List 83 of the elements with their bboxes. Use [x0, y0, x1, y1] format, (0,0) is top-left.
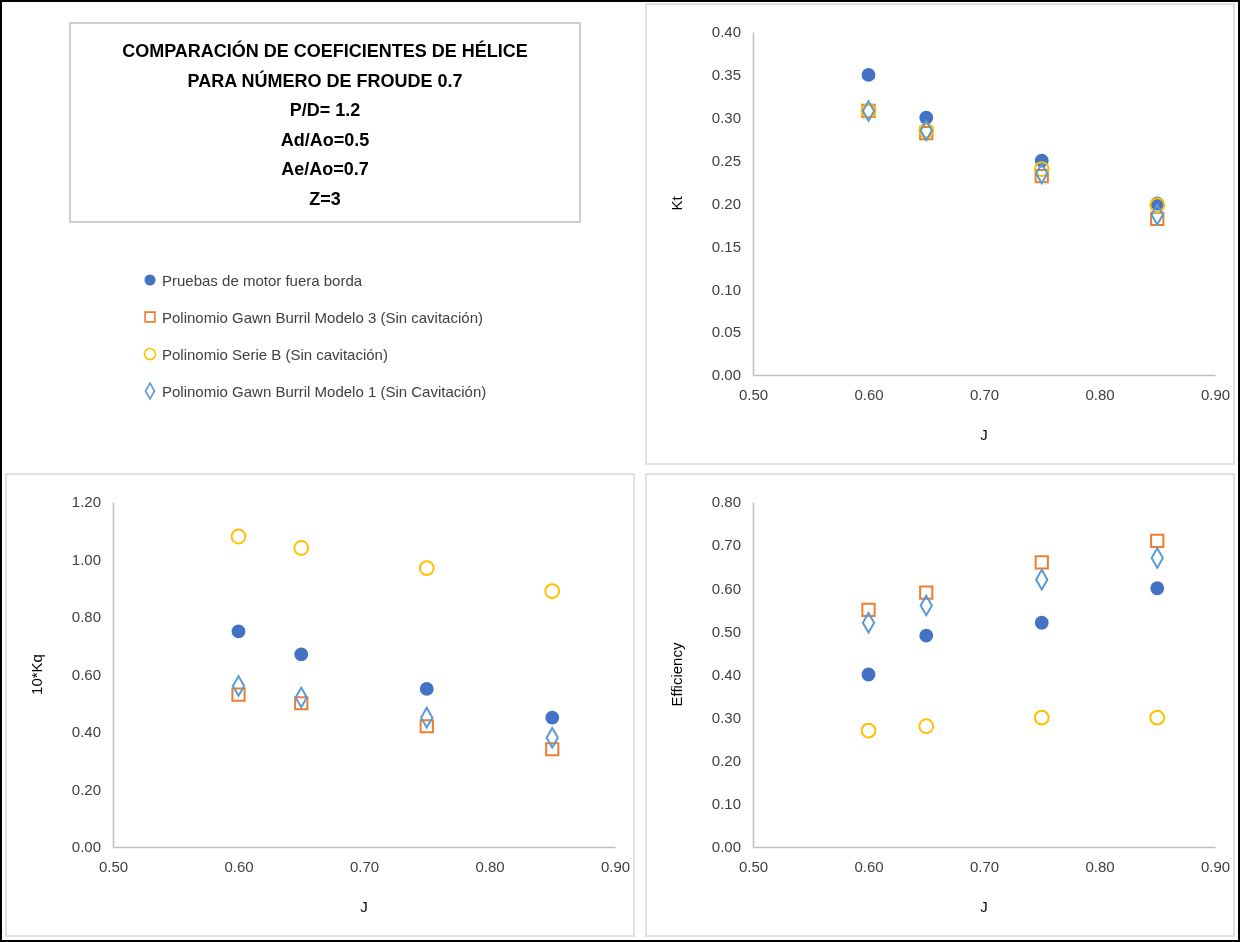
y-axis-title: 10*Kq [28, 654, 45, 695]
x-tick-label: 0.70 [349, 857, 380, 875]
y-tick-label: 0.15 [711, 237, 741, 255]
x-tick-label: 0.50 [98, 857, 129, 875]
y-tick-label: 0.40 [71, 723, 101, 741]
y-tick-label: 0.80 [711, 493, 741, 511]
point [1150, 211, 1165, 227]
point [919, 585, 934, 600]
y-tick-label: 0.80 [71, 608, 101, 626]
x-axis-title: J [980, 898, 988, 915]
x-tick-label: 0.50 [738, 385, 769, 403]
y-axis-title: Kt [668, 195, 685, 211]
point [1150, 533, 1165, 548]
y-axis-title: Efficiency [668, 642, 685, 707]
y-tick-label: 0.05 [711, 323, 741, 341]
x-tick-label: 0.60 [224, 857, 254, 875]
x-tick-label: 0.90 [1200, 385, 1231, 403]
y-tick-label: 0.35 [711, 66, 741, 84]
x-tick-label: 0.70 [969, 385, 1000, 403]
x-tick-label: 0.70 [969, 857, 1000, 875]
point [419, 681, 434, 696]
point [419, 719, 434, 734]
x-tick-label: 0.80 [475, 857, 505, 875]
point [1034, 615, 1049, 630]
point [1034, 168, 1049, 184]
y-tick-label: 0.00 [71, 838, 101, 856]
y-tick-label: 0.40 [711, 665, 741, 683]
point [860, 722, 877, 739]
x-tick-label: 0.90 [600, 857, 631, 875]
y-tick-label: 0.70 [711, 536, 741, 554]
point [231, 687, 246, 702]
x-tick-label: 0.80 [1085, 857, 1115, 875]
point [418, 560, 435, 577]
point [294, 647, 309, 662]
point [1033, 709, 1050, 726]
point [1150, 581, 1165, 596]
y-tick-label: 0.40 [711, 23, 741, 41]
text: COMPARACIÓN DE COEFICIENTES DE HÉLICE PARA NÚMERO DE FROUDE 0.7 [122, 40, 528, 91]
legend-label: Polinomio Serie B (Sin cavitación) [162, 345, 388, 363]
point [230, 528, 247, 545]
x-tick-label: 0.60 [854, 385, 884, 403]
y-tick-label: 0.20 [711, 194, 741, 212]
point [919, 628, 934, 643]
point [861, 602, 876, 617]
text: Ae/Ao=0.7 [281, 159, 369, 179]
x-tick-label: 0.50 [738, 857, 769, 875]
y-tick-label: 0.25 [711, 151, 741, 169]
y-tick-label: 0.10 [711, 280, 741, 298]
x-tick-label: 0.90 [1200, 857, 1231, 875]
legend-label: Pruebas de motor fuera borda [162, 271, 363, 289]
point [918, 718, 935, 735]
text: P/D= 1.2 [289, 100, 361, 120]
point [294, 696, 309, 711]
point [1033, 161, 1050, 178]
point [231, 624, 246, 639]
point [545, 710, 560, 725]
legend-label: Polinomio Gawn Burril Modelo 1 (Sin Cavitación) [162, 382, 487, 400]
y-tick-label: 0.60 [711, 579, 741, 597]
y-tick-label: 0.00 [711, 366, 741, 384]
legend-label: Polinomio Gawn Burril Modelo 3 (Sin cavitación) [162, 308, 483, 326]
x-tick-label: 0.60 [854, 857, 884, 875]
y-tick-label: 0.20 [711, 752, 741, 770]
y-tick-label: 0.60 [71, 665, 101, 683]
text: Ad/Ao=0.5 [280, 129, 370, 150]
point [1149, 709, 1166, 726]
point [861, 667, 876, 682]
y-tick-label: 0.30 [711, 708, 741, 726]
point [545, 742, 560, 757]
point [293, 540, 310, 556]
y-tick-label: 0.30 [711, 109, 741, 127]
point [1034, 555, 1049, 570]
x-axis-title: J [360, 898, 368, 915]
y-tick-label: 0.10 [711, 795, 741, 813]
point [544, 583, 561, 600]
x-axis-title: J [980, 426, 988, 443]
point [861, 67, 876, 82]
y-tick-label: 0.50 [711, 622, 741, 640]
text: Z=3 [309, 188, 341, 209]
y-tick-label: 1.20 [71, 493, 101, 511]
x-tick-label: 0.80 [1085, 385, 1115, 403]
y-tick-label: 1.00 [71, 550, 101, 568]
y-tick-label: 0.20 [71, 780, 101, 798]
y-tick-label: 0.00 [711, 838, 741, 856]
